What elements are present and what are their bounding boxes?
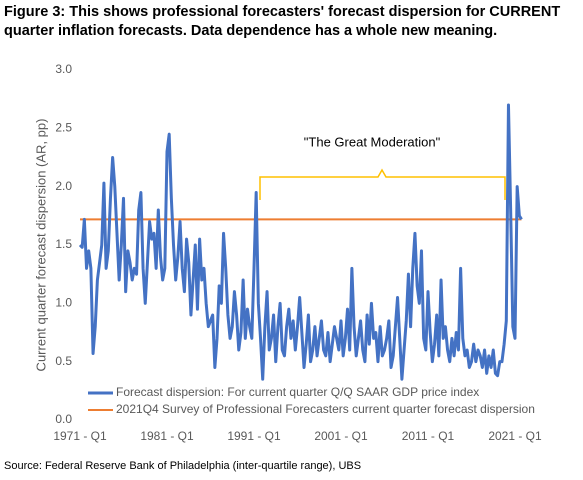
y-tick-label: 2.5 — [55, 121, 72, 135]
chart-title: Figure 3: This shows professional foreca… — [4, 4, 560, 20]
y-tick-label: 1.5 — [55, 237, 72, 251]
y-tick-label: 3.0 — [55, 62, 72, 76]
source: Source: Federal Reserve Bank of Philadel… — [4, 460, 361, 472]
legend-label: 2021Q4 Survey of Professional Forecaster… — [116, 402, 535, 416]
y-tick-label: 0.5 — [55, 354, 72, 368]
chart-subtitle: quarter inflation forecasts. Data depend… — [4, 23, 497, 39]
y-tick-label: 1.0 — [55, 296, 72, 310]
y-axis-label: Current quarter forecast dispersion (AR,… — [33, 119, 48, 372]
data-line — [78, 103, 523, 381]
legend-label: Forecast dispersion: For current quarter… — [116, 385, 479, 399]
annotation: "The Great Moderation" — [304, 134, 441, 149]
y-tick-label: 0.0 — [55, 412, 72, 426]
x-tick-label: 2021 - Q1 — [488, 429, 542, 443]
x-tick-label: 1981 - Q1 — [140, 429, 194, 443]
x-tick-label: 2011 - Q1 — [402, 429, 455, 443]
y-tick-label: 2.0 — [55, 179, 72, 193]
annotation-bracket — [259, 168, 506, 200]
x-tick-label: 2001 - Q1 — [314, 429, 368, 443]
x-tick-label: 1991 - Q1 — [227, 429, 281, 443]
x-tick-label: 1971 - Q1 — [53, 429, 107, 443]
